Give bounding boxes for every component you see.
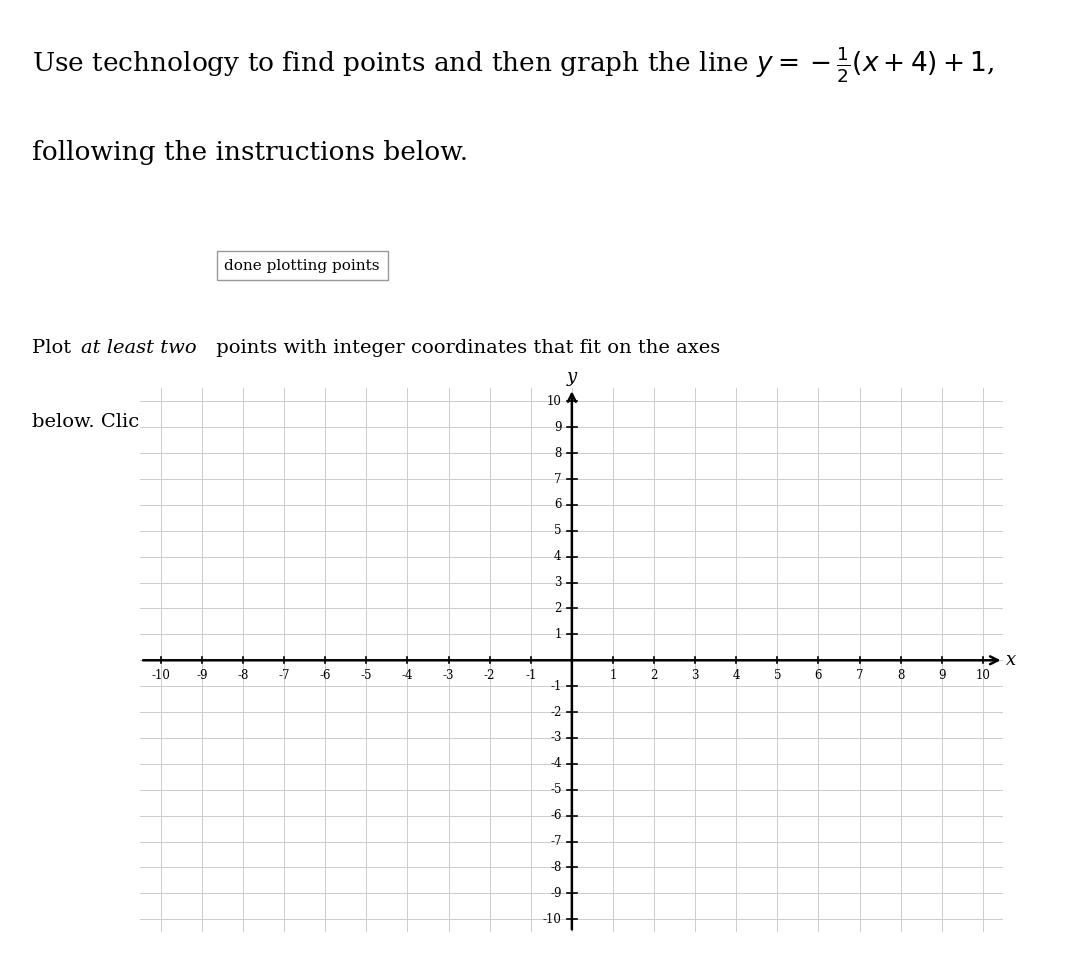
Text: -9: -9 — [196, 669, 207, 683]
Text: 4: 4 — [733, 669, 740, 683]
Text: -8: -8 — [237, 669, 249, 683]
Text: -3: -3 — [442, 669, 454, 683]
Text: 8: 8 — [555, 447, 561, 459]
Text: below. Click a point to delete it.: below. Click a point to delete it. — [32, 414, 346, 431]
Text: 7: 7 — [555, 473, 561, 486]
Text: at least two: at least two — [81, 340, 196, 357]
Text: 10: 10 — [975, 669, 991, 683]
Text: -6: -6 — [550, 809, 561, 822]
Text: 4: 4 — [555, 551, 561, 563]
Text: 10: 10 — [547, 395, 561, 408]
Text: -5: -5 — [360, 669, 372, 683]
Text: 1: 1 — [555, 628, 561, 641]
Text: -2: -2 — [484, 669, 495, 683]
Text: 5: 5 — [774, 669, 781, 683]
Text: 2: 2 — [651, 669, 658, 683]
Text: -10: -10 — [151, 669, 170, 683]
Text: -6: -6 — [319, 669, 331, 683]
Text: -5: -5 — [550, 784, 561, 796]
Text: 6: 6 — [815, 669, 822, 683]
Text: 3: 3 — [692, 669, 699, 683]
Text: -1: -1 — [550, 680, 561, 692]
Text: -8: -8 — [550, 861, 561, 874]
Text: Use technology to find points and then graph the line $y = -\frac{1}{2}(x + 4) +: Use technology to find points and then g… — [32, 45, 995, 84]
Text: -9: -9 — [550, 887, 561, 900]
Text: 5: 5 — [555, 524, 561, 537]
Text: 6: 6 — [555, 498, 561, 512]
Text: -7: -7 — [278, 669, 290, 683]
Text: done plotting points: done plotting points — [224, 258, 380, 273]
Text: 7: 7 — [856, 669, 863, 683]
Text: y: y — [566, 368, 577, 385]
Text: -4: -4 — [550, 757, 561, 770]
Text: points with integer coordinates that fit on the axes: points with integer coordinates that fit… — [210, 340, 721, 357]
Text: 2: 2 — [555, 602, 561, 615]
Text: -7: -7 — [550, 835, 561, 848]
Text: -10: -10 — [543, 913, 561, 925]
Text: 8: 8 — [897, 669, 904, 683]
Text: -4: -4 — [401, 669, 413, 683]
Text: -3: -3 — [550, 731, 561, 745]
Text: following the instructions below.: following the instructions below. — [32, 140, 468, 165]
Text: -2: -2 — [550, 706, 561, 719]
Text: -1: -1 — [525, 669, 536, 683]
Text: 1: 1 — [610, 669, 617, 683]
Text: 3: 3 — [555, 576, 561, 589]
Text: 9: 9 — [555, 420, 561, 434]
Text: Plot: Plot — [32, 340, 78, 357]
Text: x: x — [1006, 652, 1015, 669]
Text: 9: 9 — [938, 669, 945, 683]
